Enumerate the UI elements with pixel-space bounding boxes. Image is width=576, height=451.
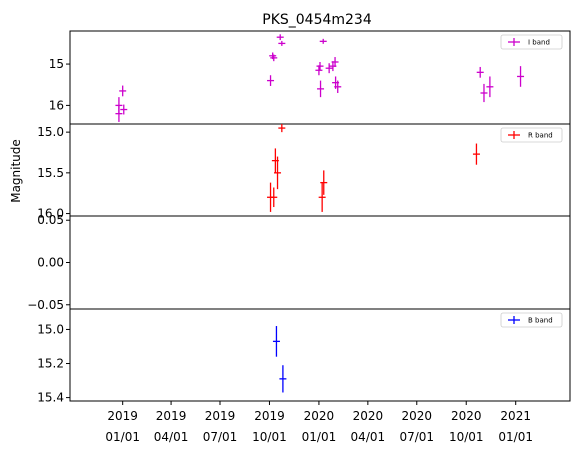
x-tick-label-year: 2020 <box>451 409 482 423</box>
data-point <box>272 326 280 357</box>
x-tick-label-date: 04/01 <box>154 430 189 444</box>
data-point <box>279 365 287 393</box>
panel-B: 15.0 15.2 15.4 B band <box>37 308 571 405</box>
data-point <box>119 85 127 97</box>
data-point <box>334 80 342 93</box>
x-tick-label-year: 2020 <box>353 409 384 423</box>
x-tick-label-date: 01/01 <box>105 430 140 444</box>
data-point <box>274 156 282 190</box>
y-tick-label: 15.4 <box>37 391 64 405</box>
panel-I: 15 16 I band <box>49 30 571 125</box>
panel-frame <box>69 123 571 217</box>
data-point <box>472 143 480 165</box>
y-tick-label: 16.0 <box>37 207 64 221</box>
panel-frame <box>69 308 571 402</box>
y-tick-label: 0.05 <box>37 213 64 227</box>
data-point <box>120 104 128 115</box>
data-point <box>115 105 123 122</box>
x-tick-label-date: 04/01 <box>351 430 386 444</box>
x-tick-label-date: 01/01 <box>498 430 533 444</box>
data-point <box>476 66 484 78</box>
x-tick-label-year: 2019 <box>254 409 285 423</box>
legend-box <box>500 34 563 50</box>
data-point <box>331 57 339 67</box>
x-tick-label-year: 2021 <box>500 409 531 423</box>
y-tick-label: 16 <box>49 98 64 112</box>
data-point <box>318 182 326 212</box>
legend: B band <box>500 312 563 328</box>
legend-box <box>500 127 563 143</box>
x-tick-label-year: 2019 <box>156 409 187 423</box>
y-tick-label: 0.00 <box>37 256 64 270</box>
legend-box <box>500 312 563 328</box>
x-tick-label-date: 10/01 <box>252 430 287 444</box>
legend-label: B band <box>528 317 553 325</box>
data-point <box>317 80 325 98</box>
data-point <box>267 75 275 86</box>
y-tick-label: −0.05 <box>27 298 64 312</box>
x-axis-ticks: 2019 01/01 2019 04/01 2019 07/01 2019 10/01 2020… <box>105 401 533 444</box>
legend-label: R band <box>528 132 553 140</box>
data-point <box>320 170 328 195</box>
data-point <box>517 66 525 87</box>
data-point <box>270 54 278 62</box>
data-point <box>315 65 323 76</box>
y-axis-label: Magnitude <box>9 139 23 203</box>
data-point <box>316 62 324 71</box>
data-point <box>278 40 286 46</box>
data-point <box>480 83 488 103</box>
x-tick-label-year: 2020 <box>304 409 335 423</box>
x-tick-label-date: 07/01 <box>399 430 434 444</box>
x-tick-label-date: 07/01 <box>203 430 238 444</box>
legend: I band <box>500 34 563 50</box>
x-tick-label-year: 2019 <box>205 409 236 423</box>
data-point <box>486 76 494 98</box>
panel-frame <box>69 215 571 310</box>
panel-frame <box>69 30 571 125</box>
y-tick-label: 15.2 <box>37 357 64 371</box>
legend: R band <box>500 127 563 143</box>
x-tick-label-year: 2020 <box>402 409 433 423</box>
chart-title: PKS_0454m234 <box>262 12 372 28</box>
panel-empty: 0.05 0.00 −0.05 <box>27 213 571 312</box>
data-point <box>325 63 333 74</box>
x-tick-label-date: 10/01 <box>449 430 484 444</box>
data-point <box>319 38 327 44</box>
x-tick-label-date: 01/01 <box>302 430 337 444</box>
panel-R: 15.0 15.5 16.0 R band <box>37 123 571 221</box>
legend-label: I band <box>528 39 550 47</box>
y-tick-label: 15.5 <box>37 166 64 180</box>
data-point <box>276 34 284 41</box>
panels: 15 16 I band 15.0 15.5 16.0 R band 0.05 0.00 −0.0… <box>27 30 571 405</box>
data-point <box>278 124 286 133</box>
y-tick-label: 15 <box>49 57 64 71</box>
x-tick-label-year: 2019 <box>107 409 138 423</box>
y-tick-label: 15.0 <box>37 125 64 139</box>
data-point <box>270 187 278 208</box>
y-tick-label: 15.0 <box>37 322 64 336</box>
